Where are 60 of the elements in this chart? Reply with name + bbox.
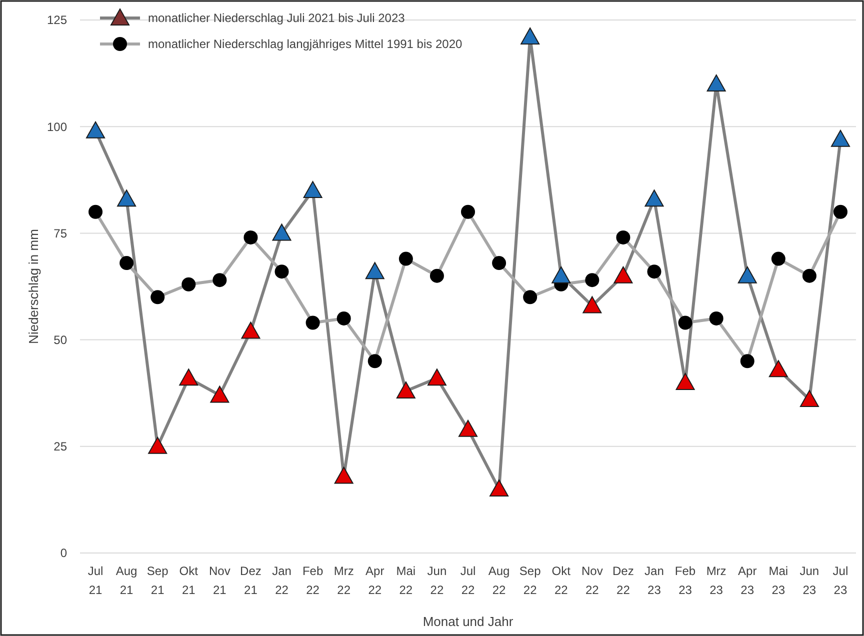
point — [614, 266, 633, 284]
x-tick-label: Jun 23 — [800, 564, 820, 597]
x-tick-label: Aug 21 — [116, 564, 138, 597]
point — [365, 262, 384, 280]
x-tick-label: Mrz 22 — [334, 564, 354, 597]
x-tick-label: Okt 21 — [179, 564, 199, 597]
point — [644, 190, 664, 207]
point — [490, 480, 509, 497]
point — [427, 368, 446, 386]
x-axis-title: Monat und Jahr — [422, 614, 514, 629]
x-tick-label: Mrz 23 — [706, 564, 726, 597]
point — [86, 121, 106, 138]
point — [272, 224, 292, 241]
point — [582, 296, 602, 314]
x-tick-label: Dez 21 — [240, 564, 262, 597]
point — [800, 390, 819, 407]
point — [458, 420, 478, 437]
point — [179, 368, 198, 386]
x-tick-label: Mai 23 — [768, 564, 788, 597]
x-tick-label: Nov 22 — [581, 564, 603, 597]
x-tick-label: Jul 23 — [832, 564, 848, 597]
point — [738, 266, 757, 284]
x-tick-label: Jun 22 — [427, 564, 447, 597]
y-tick-label: 25 — [54, 440, 68, 454]
x-tick-label: Apr 22 — [366, 564, 384, 597]
legend-label: monatlicher Niederschlag langjähriges Mittel 1991 bis 2020 — [148, 37, 463, 52]
y-tick-label: 100 — [46, 120, 68, 134]
x-tick-label: Aug 22 — [488, 564, 510, 597]
point — [334, 466, 354, 484]
point — [706, 74, 726, 92]
point — [210, 386, 230, 403]
y-tick-label: 75 — [54, 226, 68, 240]
point — [552, 266, 571, 284]
x-tick-label: Feb 22 — [302, 564, 324, 597]
point — [241, 322, 260, 339]
point — [768, 360, 788, 378]
x-tick-label: Nov 21 — [209, 564, 230, 597]
y-tick-label: 125 — [46, 13, 68, 28]
point — [396, 381, 416, 398]
x-tick-label: Feb 23 — [674, 564, 696, 597]
x-tick-label: Jan 22 — [272, 564, 292, 597]
point — [830, 130, 850, 147]
x-tick-label: Jul 22 — [460, 564, 476, 597]
y-tick-label: 50 — [54, 333, 68, 347]
x-tick-label: Mai 22 — [396, 564, 416, 597]
point — [148, 436, 168, 454]
legend-label: monatlicher Niederschlag Juli 2021 bis Juli 2023 — [148, 11, 406, 26]
point — [520, 28, 540, 45]
x-tick-label: Jan 23 — [644, 564, 664, 597]
y-axis-title: Niederschlag in mm — [26, 229, 41, 344]
point — [117, 190, 136, 207]
x-tick-label: Sep 22 — [519, 564, 542, 597]
point — [303, 181, 322, 198]
x-tick-label: Dez 22 — [612, 564, 634, 597]
x-tick-label: Sep 21 — [146, 564, 169, 597]
x-tick-label: Jul 21 — [88, 564, 104, 597]
x-tick-label: Apr 23 — [738, 564, 757, 597]
point — [676, 372, 695, 390]
y-tick-label: 0 — [60, 546, 68, 560]
x-tick-label: Okt 22 — [552, 564, 572, 597]
